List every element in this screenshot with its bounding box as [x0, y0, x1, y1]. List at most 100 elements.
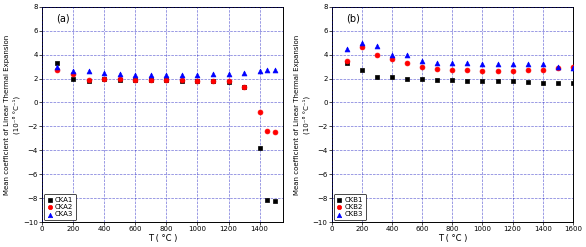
CKB1	[523, 80, 532, 84]
CKA2	[271, 130, 280, 134]
CKA1	[162, 78, 171, 82]
CKA1	[193, 79, 202, 83]
CKA1	[115, 78, 124, 82]
CKB2	[523, 68, 532, 72]
CKA3	[162, 73, 171, 77]
CKB1	[553, 81, 563, 85]
CKA2	[255, 110, 264, 114]
CKA1	[239, 85, 248, 89]
CKB1	[508, 79, 517, 83]
CKB3	[372, 44, 381, 48]
CKA2	[53, 68, 62, 72]
Text: (a): (a)	[56, 13, 70, 23]
CKB1	[478, 79, 487, 83]
CKB3	[538, 62, 547, 66]
CKB1	[493, 79, 502, 83]
Text: (b): (b)	[346, 13, 360, 23]
CKB2	[493, 69, 502, 73]
CKB1	[463, 79, 472, 83]
CKB2	[387, 57, 397, 61]
CKB1	[568, 81, 578, 85]
CKA2	[239, 85, 248, 89]
CKB2	[508, 69, 517, 73]
CKA3	[115, 72, 124, 76]
CKB3	[357, 41, 367, 44]
CKB3	[448, 61, 457, 65]
CKA3	[53, 64, 62, 68]
CKB2	[432, 67, 442, 71]
CKA3	[146, 73, 155, 77]
CKB1	[538, 81, 547, 85]
CKA1	[208, 79, 217, 83]
CKB2	[342, 59, 352, 62]
CKA2	[100, 77, 109, 81]
CKB1	[417, 77, 427, 81]
CKA3	[208, 72, 217, 76]
CKA3	[193, 73, 202, 77]
CKA3	[131, 73, 140, 77]
CKA3	[255, 69, 264, 73]
CKB2	[372, 53, 381, 57]
CKA3	[84, 69, 93, 73]
CKA2	[131, 78, 140, 82]
Y-axis label: Mean coefficient of Linear Thermal Expansion
(10⁻⁶ °C⁻¹): Mean coefficient of Linear Thermal Expan…	[294, 34, 310, 195]
CKB1	[403, 77, 412, 81]
CKB2	[538, 68, 547, 72]
CKB1	[357, 68, 367, 72]
CKA2	[84, 78, 93, 82]
CKA3	[177, 73, 186, 77]
CKB1	[372, 75, 381, 79]
CKA1	[177, 79, 186, 83]
CKB1	[432, 78, 442, 82]
CKB3	[478, 62, 487, 66]
CKA2	[146, 78, 155, 82]
CKB3	[417, 59, 427, 62]
CKB3	[568, 66, 578, 70]
CKA2	[193, 79, 202, 83]
X-axis label: T ( °C ): T ( °C )	[438, 234, 467, 243]
CKB3	[432, 61, 442, 65]
CKA2	[224, 79, 233, 83]
CKB2	[357, 45, 367, 49]
CKB3	[342, 47, 352, 51]
X-axis label: T ( °C ): T ( °C )	[148, 234, 177, 243]
CKB1	[342, 61, 352, 65]
CKA1	[100, 77, 109, 81]
CKB2	[463, 68, 472, 72]
CKB3	[508, 62, 517, 66]
CKB3	[463, 61, 472, 65]
CKB2	[568, 64, 578, 68]
CKA1	[146, 78, 155, 82]
CKA1	[84, 79, 93, 83]
CKA1	[224, 80, 233, 84]
Legend: CKA1, CKA2, CKA3: CKA1, CKA2, CKA3	[44, 194, 76, 220]
Legend: CKB1, CKB2, CKB3: CKB1, CKB2, CKB3	[334, 194, 366, 220]
CKA2	[69, 72, 78, 76]
CKB2	[553, 66, 563, 70]
CKA3	[263, 68, 272, 72]
CKA2	[208, 79, 217, 83]
CKA2	[115, 77, 124, 81]
CKB2	[417, 64, 427, 68]
CKB1	[387, 75, 397, 79]
CKB3	[523, 62, 532, 66]
CKA1	[255, 146, 264, 150]
CKB2	[478, 69, 487, 73]
CKA2	[177, 78, 186, 82]
CKA1	[69, 77, 78, 81]
CKA3	[69, 69, 78, 73]
CKB1	[448, 78, 457, 82]
CKB3	[387, 53, 397, 57]
CKA3	[271, 68, 280, 72]
CKA1	[263, 198, 272, 202]
CKA1	[131, 78, 140, 82]
CKB2	[403, 61, 412, 65]
CKA2	[263, 129, 272, 133]
CKA1	[53, 61, 62, 65]
CKA3	[239, 71, 248, 75]
CKB3	[493, 62, 502, 66]
CKB3	[553, 64, 563, 68]
CKA2	[162, 78, 171, 82]
CKA1	[271, 199, 280, 203]
CKA3	[100, 71, 109, 75]
